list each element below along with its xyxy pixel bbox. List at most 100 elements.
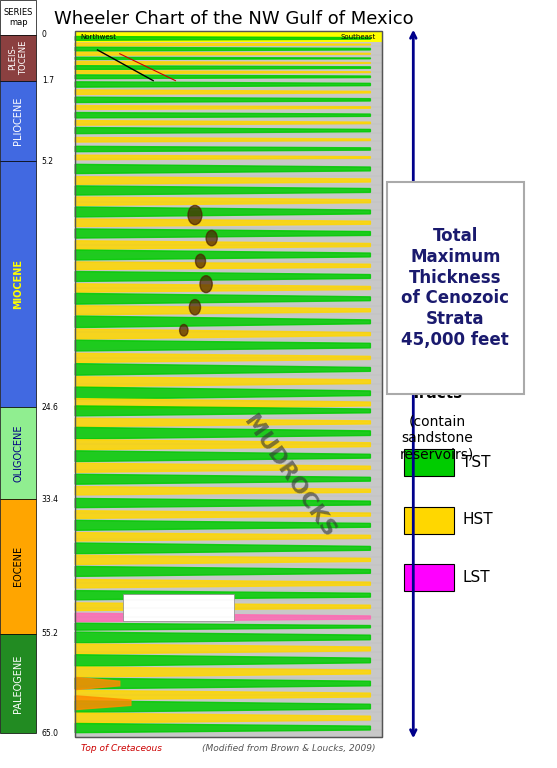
Polygon shape [75, 632, 370, 643]
Bar [0, 634, 36, 733]
Circle shape [179, 325, 188, 336]
Bar [75, 31, 382, 737]
Polygon shape [75, 121, 370, 125]
Polygon shape [75, 164, 370, 174]
Text: PALEOGENE: PALEOGENE [13, 654, 23, 713]
Polygon shape [75, 197, 370, 205]
Circle shape [189, 300, 201, 315]
Polygon shape [75, 613, 370, 622]
Bar [75, 31, 382, 42]
Text: Northwest: Northwest [81, 34, 117, 40]
Text: 33.4: 33.4 [42, 495, 59, 504]
Polygon shape [75, 723, 370, 733]
Polygon shape [75, 603, 370, 611]
Polygon shape [75, 690, 370, 700]
Polygon shape [75, 427, 370, 439]
Polygon shape [75, 106, 370, 109]
Polygon shape [75, 219, 370, 227]
Polygon shape [75, 677, 120, 690]
Text: Systems
Tracts: Systems Tracts [401, 369, 473, 401]
Polygon shape [75, 644, 370, 654]
Bar [0, 499, 36, 634]
Text: OLIGOCENE: OLIGOCENE [13, 425, 23, 482]
Polygon shape [75, 90, 370, 94]
Polygon shape [75, 667, 370, 677]
Polygon shape [75, 624, 370, 630]
Bar [123, 594, 234, 621]
Bar [0, 407, 36, 499]
Text: 1.7: 1.7 [42, 76, 54, 85]
Polygon shape [75, 61, 370, 65]
Text: HST: HST [462, 512, 493, 528]
Polygon shape [75, 58, 370, 60]
Polygon shape [75, 37, 370, 40]
Polygon shape [75, 463, 370, 472]
Text: Southeast: Southeast [341, 34, 376, 40]
Polygon shape [75, 316, 370, 328]
Text: 5.2: 5.2 [42, 157, 54, 166]
Polygon shape [75, 521, 370, 530]
Polygon shape [75, 229, 370, 238]
Polygon shape [75, 155, 370, 160]
Bar [387, 183, 524, 394]
Polygon shape [75, 82, 370, 87]
Text: (Modified from Brown & Loucks, 2009): (Modified from Brown & Loucks, 2009) [203, 744, 376, 753]
Polygon shape [75, 364, 370, 375]
Text: Top of Cretaceous: Top of Cretaceous [81, 744, 162, 753]
Polygon shape [75, 591, 370, 600]
Text: EOCENE: EOCENE [13, 546, 23, 587]
Circle shape [206, 230, 217, 246]
Polygon shape [75, 555, 370, 564]
Polygon shape [75, 533, 370, 541]
Polygon shape [75, 451, 370, 462]
Polygon shape [75, 113, 370, 118]
Bar [404, 507, 454, 534]
Bar [404, 449, 454, 476]
Polygon shape [75, 700, 370, 713]
Polygon shape [75, 137, 370, 142]
Text: LST: LST [462, 570, 490, 585]
Polygon shape [75, 207, 370, 217]
Text: MUDROCKS: MUDROCKS [240, 412, 339, 541]
Polygon shape [75, 52, 370, 55]
Polygon shape [75, 329, 370, 339]
Circle shape [200, 276, 212, 293]
Bar [75, 31, 382, 737]
Polygon shape [75, 511, 370, 518]
Bar [0, 161, 36, 407]
Text: Wheeler Chart of the NW Gulf of Mexico: Wheeler Chart of the NW Gulf of Mexico [54, 10, 414, 28]
Text: TST: TST [462, 455, 491, 470]
Polygon shape [75, 98, 370, 103]
Polygon shape [75, 387, 370, 399]
Polygon shape [75, 48, 370, 51]
Polygon shape [75, 713, 370, 723]
Polygon shape [75, 250, 370, 260]
Polygon shape [75, 353, 370, 362]
Polygon shape [75, 487, 370, 495]
Circle shape [196, 254, 206, 268]
Polygon shape [75, 678, 370, 689]
Text: PLEIS-
TOCENE: PLEIS- TOCENE [8, 41, 28, 74]
Polygon shape [75, 418, 370, 427]
Polygon shape [75, 75, 370, 78]
Text: SERIES
map: SERIES map [3, 8, 33, 27]
Polygon shape [75, 399, 370, 409]
Bar [0, 81, 36, 161]
Text: MIOCENE: MIOCENE [13, 259, 23, 310]
Text: 65.0: 65.0 [42, 729, 59, 738]
Polygon shape [75, 146, 370, 152]
Polygon shape [75, 567, 370, 576]
Text: (contain
sandstone
reservoirs): (contain sandstone reservoirs) [400, 415, 475, 461]
Polygon shape [75, 377, 370, 387]
Bar [404, 564, 454, 591]
Polygon shape [75, 71, 370, 74]
Polygon shape [75, 498, 370, 508]
Text: Total
Maximum
Thickness
of Cenozoic
Strata
45,000 feet: Total Maximum Thickness of Cenozoic Stra… [402, 227, 509, 349]
Polygon shape [75, 272, 370, 282]
Polygon shape [75, 696, 131, 710]
Polygon shape [75, 293, 370, 304]
Polygon shape [75, 340, 370, 351]
Polygon shape [75, 177, 370, 184]
Text: 55.2: 55.2 [42, 629, 58, 638]
Polygon shape [75, 186, 370, 195]
